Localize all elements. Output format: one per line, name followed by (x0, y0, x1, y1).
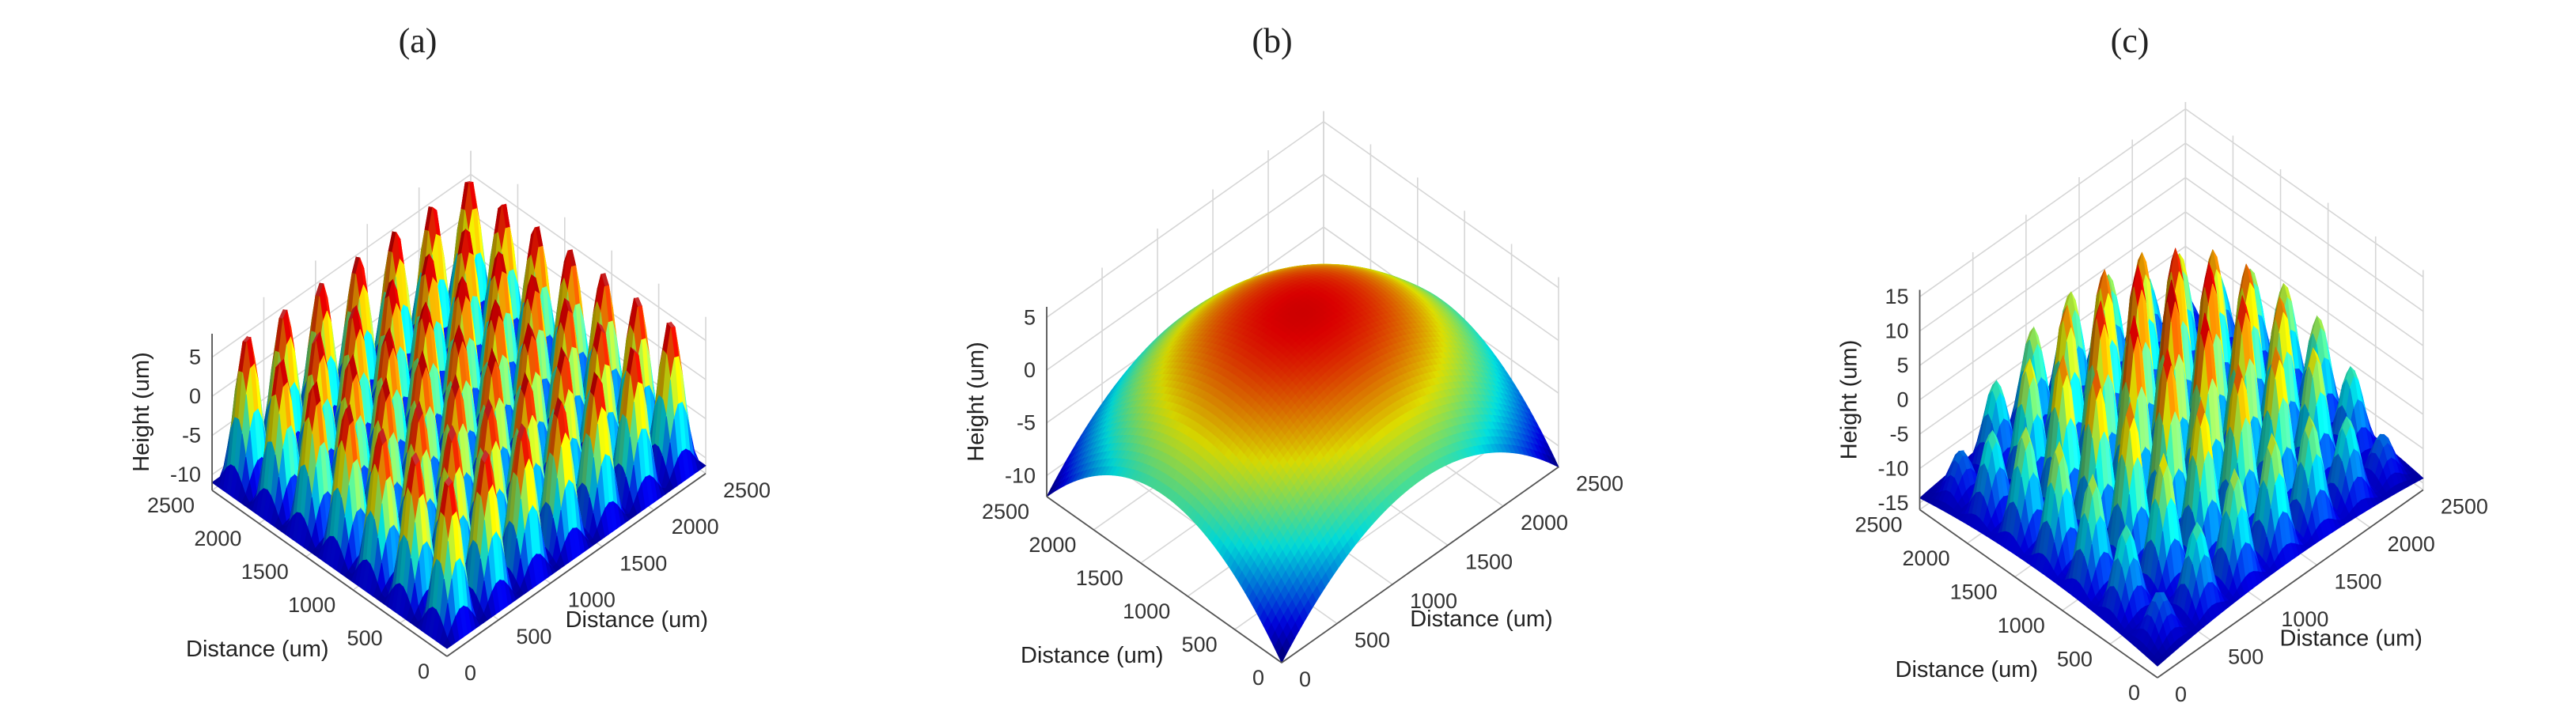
y-tick-label: 2500 (147, 493, 195, 517)
y-tick-label: 1500 (241, 560, 289, 584)
x-tick-label: 2500 (723, 478, 771, 502)
surface-plot-a: 0500100015002000250005001000150020002500… (129, 21, 771, 685)
z-tick-label: -10 (170, 463, 201, 486)
surface (211, 181, 707, 649)
z-tick-label: -5 (182, 424, 201, 448)
panel-label: (a) (399, 21, 438, 60)
z-tick-label: 5 (189, 346, 201, 369)
x-tick-label: 1500 (619, 551, 667, 575)
x-axis-label: Distance (um) (566, 607, 709, 633)
y-tick-label: 500 (347, 626, 383, 650)
y-tick-label: 2000 (194, 527, 241, 550)
z-tick-label: 0 (189, 384, 201, 408)
wall-gridline (211, 173, 707, 358)
x-tick-label: 500 (516, 625, 551, 648)
y-tick-label: 1000 (288, 593, 335, 617)
z-axis-label: Height (um) (129, 352, 154, 472)
x-tick-label: 0 (464, 661, 476, 685)
y-axis-label: Distance (um) (186, 637, 329, 662)
x-tick-label: 2000 (672, 515, 719, 539)
y-tick-label: 0 (418, 660, 430, 683)
surface-plot-b: 0500100015002000250005001000150020002500… (964, 21, 1623, 691)
